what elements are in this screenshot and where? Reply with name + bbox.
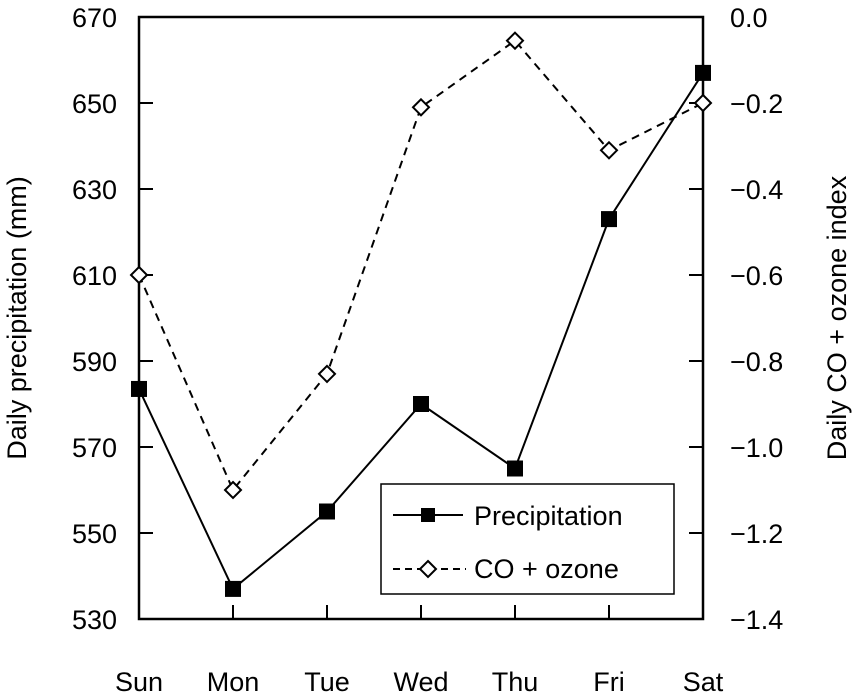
x-tick-label-sat: Sat [683, 667, 724, 697]
data-point-co-ozone-thu [505, 31, 525, 51]
data-point-precipitation-tue [319, 503, 335, 520]
left-tick-label: 610 [72, 261, 117, 291]
right-tick-label: −0.4 [730, 175, 783, 205]
data-point-co-ozone-tue [317, 364, 337, 384]
legend-label-precipitation: Precipitation [474, 501, 623, 531]
data-point-precipitation-sun [131, 380, 147, 397]
legend: Precipitation CO + ozone [380, 483, 675, 595]
left-tick-label: 630 [72, 175, 117, 205]
right-tick-label: −0.8 [730, 347, 783, 377]
data-point-co-ozone-fri [599, 140, 619, 160]
data-point-co-ozone-sun [129, 265, 149, 285]
left-tick-label: 670 [72, 3, 117, 33]
left-tick-label: 590 [72, 347, 117, 377]
left-tick-label: 650 [72, 89, 117, 119]
legend-marker-square [421, 508, 435, 522]
x-tick-label-fri: Fri [593, 667, 624, 697]
right-tick-label: −1.2 [730, 519, 783, 549]
x-axis: Sun Mon Tue Wed Thu Fri Sat [115, 605, 724, 697]
left-tick-label: 550 [72, 519, 117, 549]
series-co-ozone [129, 31, 713, 500]
left-tick-label: 570 [72, 433, 117, 463]
left-y-axis: 530 550 570 590 610 630 650 670 [72, 3, 153, 635]
data-point-co-ozone-wed [411, 97, 431, 117]
data-point-precipitation-mon [225, 580, 241, 597]
data-point-precipitation-thu [507, 460, 523, 477]
series-precipitation [131, 64, 711, 597]
right-axis-title: Daily CO + ozone index [822, 175, 852, 460]
data-point-precipitation-wed [413, 396, 429, 412]
x-tick-label-sun: Sun [115, 667, 163, 697]
x-tick-label-mon: Mon [207, 667, 260, 697]
left-axis-title: Daily precipitation (mm) [2, 176, 32, 460]
x-tick-label-wed: Wed [393, 667, 448, 697]
right-tick-label: −1.0 [730, 433, 783, 463]
legend-item-co-ozone: CO + ozone [393, 554, 619, 584]
legend-item-precipitation: Precipitation [393, 501, 623, 531]
data-point-precipitation-sat [695, 64, 711, 81]
legend-label-co-ozone: CO + ozone [474, 554, 619, 584]
x-tick-label-tue: Tue [304, 667, 350, 697]
data-point-co-ozone-mon [223, 480, 243, 500]
left-tick-label: 530 [72, 605, 117, 635]
right-y-axis: −1.4 −1.2 −1.0 −0.8 −0.6 −0.4 −0.2 0.0 [689, 3, 783, 635]
data-point-co-ozone-sat [693, 93, 713, 113]
right-tick-label: 0.0 [730, 3, 768, 33]
data-point-precipitation-fri [601, 211, 617, 228]
right-tick-label: −1.4 [730, 605, 783, 635]
right-tick-label: −0.2 [730, 89, 783, 119]
series-layer [129, 31, 713, 597]
right-tick-label: −0.6 [730, 261, 783, 291]
legend-marker-diamond [418, 559, 438, 579]
x-tick-label-thu: Thu [492, 667, 539, 697]
